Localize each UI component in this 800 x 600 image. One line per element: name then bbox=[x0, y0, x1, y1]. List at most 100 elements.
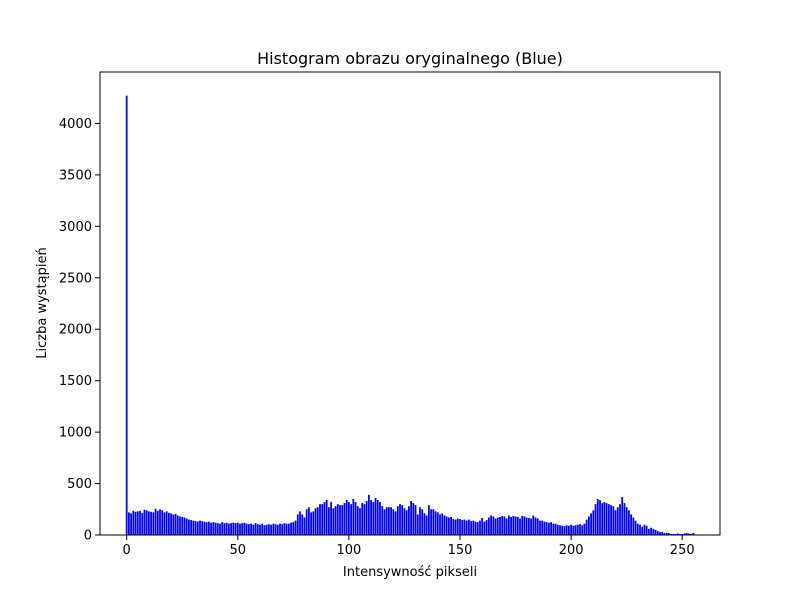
histogram-bar bbox=[176, 515, 179, 535]
x-tick-label: 200 bbox=[559, 543, 584, 558]
histogram-bar bbox=[319, 504, 321, 535]
histogram-bar bbox=[301, 514, 304, 535]
histogram-bar bbox=[214, 522, 217, 535]
histogram-bar bbox=[168, 512, 170, 535]
histogram-bar bbox=[674, 533, 677, 535]
histogram-bar bbox=[563, 526, 566, 535]
histogram-bar bbox=[203, 521, 206, 535]
histogram-bar bbox=[568, 525, 570, 535]
histogram-bar bbox=[528, 518, 530, 535]
x-tick-label: 0 bbox=[123, 543, 131, 558]
histogram-bar bbox=[496, 517, 499, 535]
histogram-bar bbox=[419, 507, 421, 535]
histogram-bar bbox=[296, 514, 299, 535]
histogram-bar bbox=[663, 532, 666, 535]
histogram-bar bbox=[132, 510, 135, 535]
histogram-bar bbox=[194, 521, 197, 535]
histogram-bar bbox=[505, 518, 508, 535]
histogram-bar bbox=[532, 515, 535, 535]
histogram-bar bbox=[134, 511, 137, 535]
histogram-bar bbox=[463, 519, 466, 535]
histogram-bar bbox=[459, 519, 461, 535]
histogram-bar bbox=[343, 503, 346, 535]
histogram-bar bbox=[223, 523, 226, 535]
histogram-bar bbox=[690, 533, 692, 535]
histogram-bar bbox=[139, 510, 141, 535]
histogram-bar bbox=[474, 521, 477, 535]
histogram-bar bbox=[665, 532, 668, 535]
histogram-bar bbox=[525, 517, 528, 535]
histogram-bar bbox=[579, 524, 581, 535]
histogram-bar bbox=[141, 512, 144, 535]
y-tick-label: 1500 bbox=[59, 374, 92, 389]
histogram-bar bbox=[390, 507, 392, 535]
histogram-bar bbox=[594, 504, 597, 535]
histogram-bar bbox=[570, 524, 572, 535]
histogram-bar bbox=[379, 502, 381, 535]
histogram-bar bbox=[492, 516, 495, 535]
histogram-bar bbox=[628, 510, 630, 535]
histogram-bar bbox=[354, 502, 357, 535]
histogram-bar bbox=[345, 500, 348, 535]
histogram-bar bbox=[681, 533, 684, 535]
y-tick-label: 500 bbox=[67, 477, 92, 492]
histogram-bar bbox=[334, 506, 337, 535]
histogram-bar bbox=[541, 520, 544, 535]
histogram-bar bbox=[588, 516, 590, 535]
histogram-bar bbox=[330, 502, 332, 535]
histogram-bar bbox=[590, 513, 592, 535]
histogram-bar bbox=[650, 527, 652, 535]
histogram-bar bbox=[239, 523, 241, 535]
histogram-bar bbox=[321, 504, 324, 535]
histogram-bar bbox=[312, 511, 315, 535]
histogram-bar bbox=[421, 509, 424, 535]
histogram-bar bbox=[481, 518, 484, 535]
histogram-bar bbox=[388, 507, 390, 535]
histogram-bar bbox=[443, 515, 446, 535]
histogram-bar bbox=[248, 524, 250, 535]
histogram-bar bbox=[494, 518, 497, 535]
histogram-bar bbox=[308, 507, 310, 535]
histogram-bar bbox=[601, 503, 604, 535]
histogram-bar bbox=[234, 523, 237, 535]
histogram-bar bbox=[616, 507, 619, 535]
histogram-bar bbox=[612, 506, 615, 535]
histogram-bar bbox=[179, 516, 181, 535]
histogram-bar bbox=[190, 520, 192, 535]
histogram-bar bbox=[454, 519, 457, 535]
histogram-bar bbox=[430, 509, 432, 535]
histogram-bar bbox=[668, 532, 670, 535]
histogram-bar bbox=[652, 528, 655, 535]
histogram-bar bbox=[259, 524, 261, 535]
histogram-bar bbox=[161, 510, 164, 535]
histogram-bar bbox=[485, 520, 488, 535]
histogram-bar bbox=[261, 523, 264, 535]
histogram-bar bbox=[228, 523, 230, 535]
histogram-bar bbox=[243, 522, 246, 535]
histogram-bar bbox=[352, 498, 355, 535]
histogram-bar bbox=[648, 528, 650, 535]
histogram-bar bbox=[521, 515, 524, 535]
histogram-bar bbox=[499, 516, 501, 535]
histogram-bar bbox=[659, 531, 661, 535]
x-axis-label: Intensywność pikseli bbox=[343, 565, 477, 580]
histogram-bar bbox=[279, 523, 281, 535]
histogram-bar bbox=[310, 512, 312, 535]
histogram-bar bbox=[150, 511, 152, 535]
histogram-bar bbox=[170, 513, 172, 535]
histogram-bar bbox=[370, 500, 372, 535]
histogram-bar bbox=[299, 511, 301, 535]
histogram-bar bbox=[303, 517, 306, 535]
histogram-bar bbox=[412, 503, 415, 535]
histogram-bar bbox=[225, 522, 228, 535]
x-tick-label: 100 bbox=[336, 543, 361, 558]
histogram-bar bbox=[201, 521, 204, 535]
histogram-bar bbox=[272, 523, 275, 535]
histogram-bar bbox=[530, 518, 532, 535]
histogram-bar bbox=[679, 533, 681, 535]
histogram-bar bbox=[683, 533, 686, 535]
histogram-bar bbox=[254, 523, 257, 535]
histogram-bar bbox=[145, 510, 148, 535]
histogram-bar bbox=[232, 522, 235, 535]
